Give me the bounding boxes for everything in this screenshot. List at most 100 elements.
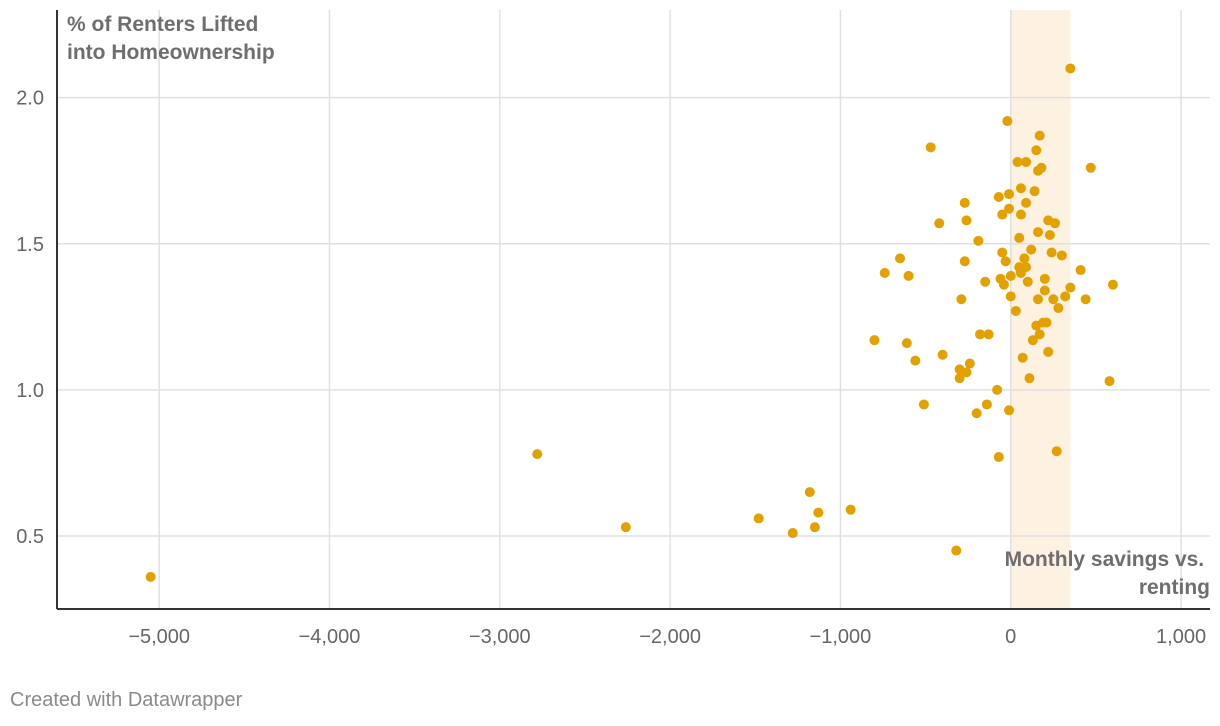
y-tick-label: 2.0 <box>16 88 44 110</box>
y-axis-title-line-1: % of Renters Lifted <box>67 13 258 36</box>
data-point <box>1104 376 1115 387</box>
data-point <box>1031 145 1042 156</box>
y-tick-label: 1.5 <box>16 234 44 256</box>
data-point <box>1039 273 1050 284</box>
data-point <box>959 197 970 208</box>
data-point <box>809 522 820 533</box>
data-point <box>1000 256 1011 267</box>
data-point <box>1034 329 1045 340</box>
data-point <box>1029 186 1040 197</box>
data-point <box>1032 227 1043 238</box>
data-point <box>1015 183 1026 194</box>
data-point <box>1004 405 1015 416</box>
data-point <box>869 335 880 346</box>
data-point <box>1004 203 1015 214</box>
data-point <box>1012 156 1023 167</box>
data-point <box>879 267 890 278</box>
data-point <box>753 513 764 524</box>
x-tick-label: 0 <box>1005 626 1016 648</box>
data-point <box>787 528 798 539</box>
data-point <box>1024 373 1035 384</box>
data-point <box>804 487 815 498</box>
data-point <box>532 449 543 460</box>
data-point <box>983 329 994 340</box>
data-point <box>1034 130 1045 141</box>
data-point <box>1010 305 1021 316</box>
data-point <box>1026 244 1037 255</box>
data-point <box>1043 346 1054 357</box>
data-point <box>918 399 929 410</box>
data-point <box>145 571 156 582</box>
data-point <box>1050 218 1061 229</box>
data-point <box>961 367 972 378</box>
data-point <box>1085 162 1096 173</box>
data-point <box>845 504 856 515</box>
y-axis-title-line-2: into Homeownership <box>67 41 275 64</box>
data-point <box>1005 270 1016 281</box>
data-point <box>1027 335 1038 346</box>
data-point <box>993 452 1004 463</box>
data-point <box>981 399 992 410</box>
grid-layer <box>57 10 1210 609</box>
data-point <box>951 545 962 556</box>
data-point <box>1065 63 1076 74</box>
data-point <box>1046 247 1057 258</box>
data-point <box>1041 317 1052 328</box>
data-point <box>903 270 914 281</box>
data-point <box>1056 250 1067 261</box>
data-point <box>1015 209 1026 220</box>
data-point <box>1075 265 1086 276</box>
data-point <box>1019 253 1030 264</box>
data-point <box>997 247 1008 258</box>
data-point <box>993 192 1004 203</box>
axis-layer: −5,000 −4,000 −3,000 −2,000 −1,000 0 1,000 0.5 1… <box>16 10 1210 648</box>
data-point <box>1065 282 1076 293</box>
y-axis-title: % of Renters Lifted into Homeownership <box>67 13 275 64</box>
data-point <box>1036 162 1047 173</box>
data-point <box>980 276 991 287</box>
x-axis-title-line-1: Monthly savings vs. <box>1005 548 1205 571</box>
data-point <box>956 294 967 305</box>
data-point <box>1060 291 1071 302</box>
x-tick-label: −1,000 <box>810 626 872 648</box>
data-point <box>1021 262 1032 273</box>
data-point <box>1039 285 1050 296</box>
data-point <box>1048 294 1059 305</box>
data-point <box>973 235 984 246</box>
x-tick-label: −3,000 <box>469 626 531 648</box>
data-point <box>934 218 945 229</box>
data-point <box>1080 294 1091 305</box>
data-point <box>1107 279 1118 290</box>
x-tick-label: −2,000 <box>639 626 701 648</box>
data-point <box>925 142 936 153</box>
x-tick-label: −5,000 <box>128 626 190 648</box>
data-point <box>997 209 1008 220</box>
data-point <box>998 279 1009 290</box>
data-point <box>971 408 982 419</box>
data-point <box>895 253 906 264</box>
data-point <box>910 355 921 366</box>
data-point <box>620 522 631 533</box>
y-tick-label: 0.5 <box>16 526 44 548</box>
data-point <box>937 349 948 360</box>
data-point <box>1021 156 1032 167</box>
y-tick-label: 1.0 <box>16 380 44 402</box>
data-point <box>1004 189 1015 200</box>
scatter-chart: −5,000 −4,000 −3,000 −2,000 −1,000 0 1,000 0.5 1… <box>16 10 1210 648</box>
data-point <box>1014 232 1025 243</box>
data-point <box>1022 276 1033 287</box>
footer-credit: Created with Datawrapper <box>10 689 243 711</box>
title-layer: % of Renters Lifted into Homeownership M… <box>67 13 1210 599</box>
data-point <box>1053 303 1064 314</box>
data-point <box>1051 446 1062 457</box>
data-point <box>1021 197 1032 208</box>
data-point <box>901 338 912 349</box>
data-point <box>1044 229 1055 240</box>
data-point <box>964 358 975 369</box>
data-point <box>1005 291 1016 302</box>
x-tick-label: 1,000 <box>1156 626 1206 648</box>
x-tick-label: −4,000 <box>299 626 361 648</box>
data-point <box>1032 294 1043 305</box>
points-layer <box>145 63 1118 582</box>
data-point <box>1002 116 1013 127</box>
